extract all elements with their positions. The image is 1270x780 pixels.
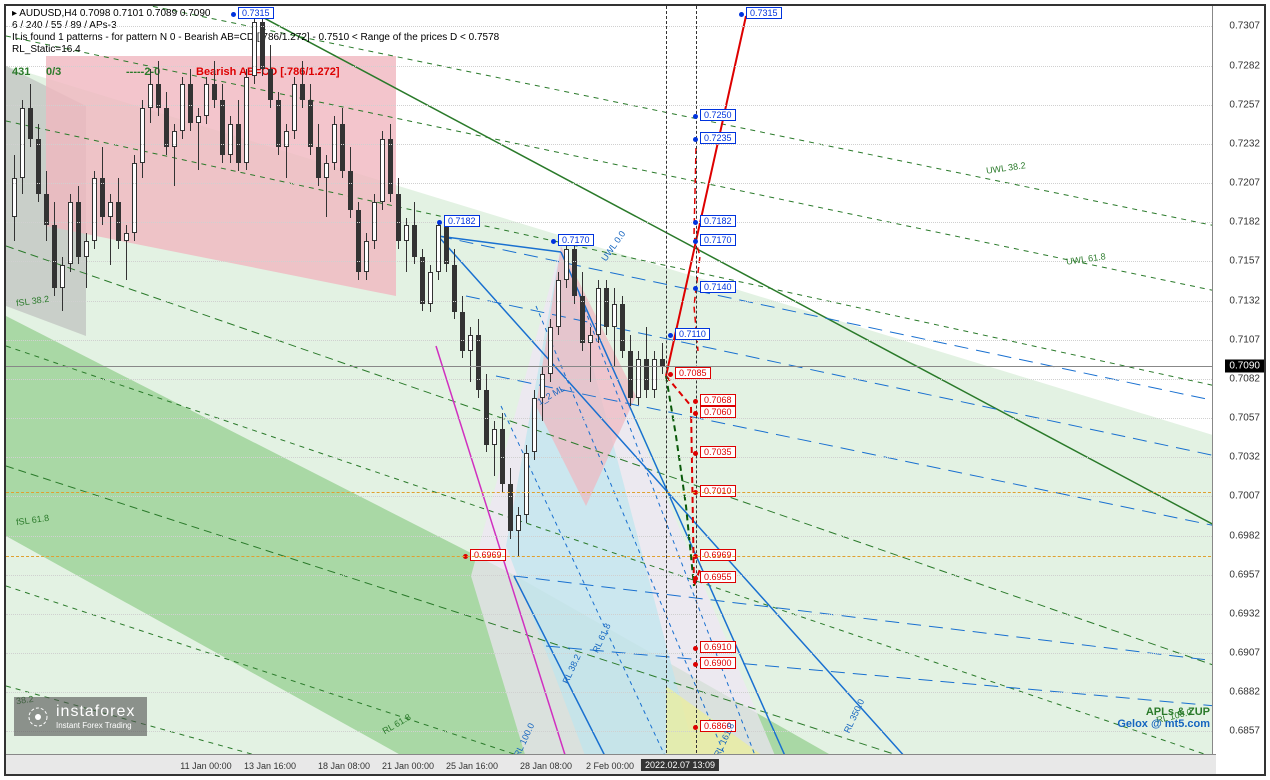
y-tick: 0.7282 [1229, 60, 1260, 71]
y-grid-line [6, 457, 1216, 458]
y-tick: 0.7182 [1229, 217, 1260, 228]
price-label: 0.7315 [238, 7, 274, 19]
logo-tag: Instant Forex Trading [56, 721, 135, 730]
y-grid-line [6, 418, 1216, 419]
y-grid-line [6, 222, 1216, 223]
y-tick: 0.6957 [1229, 569, 1260, 580]
price-label: 0.7235 [700, 132, 736, 144]
y-tick: 0.7207 [1229, 178, 1260, 189]
y-grid-line [6, 575, 1216, 576]
y-tick: 0.7307 [1229, 21, 1260, 32]
horizontal-line [6, 556, 1216, 557]
price-label: 0.6900 [700, 657, 736, 669]
y-tick: 0.7232 [1229, 138, 1260, 149]
chart-container: ▸ AUDUSD,H4 0.7098 0.7101 0.7089 0.7090 … [4, 4, 1266, 776]
y-grid-line [6, 379, 1216, 380]
y-tick: 0.6982 [1229, 530, 1260, 541]
logo: instaforex Instant Forex Trading [14, 697, 147, 736]
x-tick-current: 2022.02.07 13:09 [641, 759, 719, 771]
y-tick: 0.6857 [1229, 726, 1260, 737]
logo-text: instaforex Instant Forex Trading [56, 703, 135, 730]
price-label: 0.7182 [444, 215, 480, 227]
logo-brand: instaforex [56, 703, 135, 721]
price-label: 0.7035 [700, 446, 736, 458]
x-tick: 25 Jan 16:00 [446, 761, 498, 771]
y-tick: 0.7082 [1229, 373, 1260, 384]
y-tick: 0.7132 [1229, 295, 1260, 306]
y-tick: 0.7032 [1229, 452, 1260, 463]
y-grid-line [6, 692, 1216, 693]
legend-20: -----2-0 [126, 66, 160, 78]
x-tick: 2 Feb 00:00 [586, 761, 634, 771]
price-label: 0.7110 [675, 328, 710, 340]
price-label: 0.6955 [700, 571, 736, 583]
legend-03: 0/3 [46, 66, 61, 78]
price-label: 0.7068 [700, 394, 736, 406]
y-grid-line [6, 144, 1216, 145]
y-tick: 0.6907 [1229, 648, 1260, 659]
x-tick: 11 Jan 00:00 [180, 761, 231, 771]
y-tick: 0.7007 [1229, 491, 1260, 502]
y-grid-line [6, 653, 1216, 654]
x-tick: 13 Jan 16:00 [244, 761, 296, 771]
y-grid-line [6, 496, 1216, 497]
vline-proj [696, 6, 697, 758]
y-tick: 0.7107 [1229, 334, 1260, 345]
vline-current [666, 6, 667, 758]
current-price-line [6, 366, 1216, 367]
y-grid-line [6, 536, 1216, 537]
y-tick: 0.6932 [1229, 608, 1260, 619]
y-tick: 0.6882 [1229, 687, 1260, 698]
price-label: 0.7010 [700, 485, 736, 497]
y-grid-line [6, 261, 1216, 262]
y-grid-line [6, 731, 1216, 732]
y-grid-line [6, 340, 1216, 341]
price-label: 0.7250 [700, 109, 736, 121]
branding: APLs & ZUP Gelox @ mt5.com [1117, 706, 1210, 730]
price-label: 0.7182 [700, 215, 736, 227]
price-label: 0.7140 [700, 281, 736, 293]
price-label: 0.7085 [675, 367, 711, 379]
y-tick: 0.7057 [1229, 413, 1260, 424]
current-price-tag: 0.7090 [1225, 360, 1264, 373]
y-grid-line [6, 183, 1216, 184]
x-tick: 21 Jan 00:00 [382, 761, 434, 771]
horizontal-line [6, 492, 1216, 493]
x-tick: 28 Jan 08:00 [520, 761, 572, 771]
price-label: 0.7170 [700, 234, 736, 246]
y-grid-line [6, 105, 1216, 106]
x-tick: 18 Jan 08:00 [318, 761, 370, 771]
branding-line2: Gelox @ mt5.com [1117, 718, 1210, 730]
y-grid-line [6, 26, 1216, 27]
y-axis: 0.7307 0.7282 0.7257 0.7232 0.7207 0.7182 0.71… [1212, 6, 1264, 758]
y-tick: 0.7157 [1229, 256, 1260, 267]
legend-431: 431 [12, 66, 30, 78]
y-tick: 0.7257 [1229, 99, 1260, 110]
plot-area[interactable]: ▸ AUDUSD,H4 0.7098 0.7101 0.7089 0.7090 … [6, 6, 1216, 758]
price-label: 0.7170 [558, 234, 594, 246]
price-label: 0.7060 [700, 406, 736, 418]
price-label: 0.6969 [700, 549, 736, 561]
y-grid-line [6, 614, 1216, 615]
x-axis: 11 Jan 00:00 13 Jan 16:00 18 Jan 08:00 21 J… [6, 754, 1216, 774]
price-label: 0.6969 [470, 549, 506, 561]
price-label: 0.7315 [746, 7, 782, 19]
logo-icon [26, 705, 50, 729]
y-grid-line [6, 301, 1216, 302]
branding-line1: APLs & ZUP [1117, 706, 1210, 718]
y-grid-line [6, 66, 1216, 67]
price-label: 0.6910 [700, 641, 736, 653]
